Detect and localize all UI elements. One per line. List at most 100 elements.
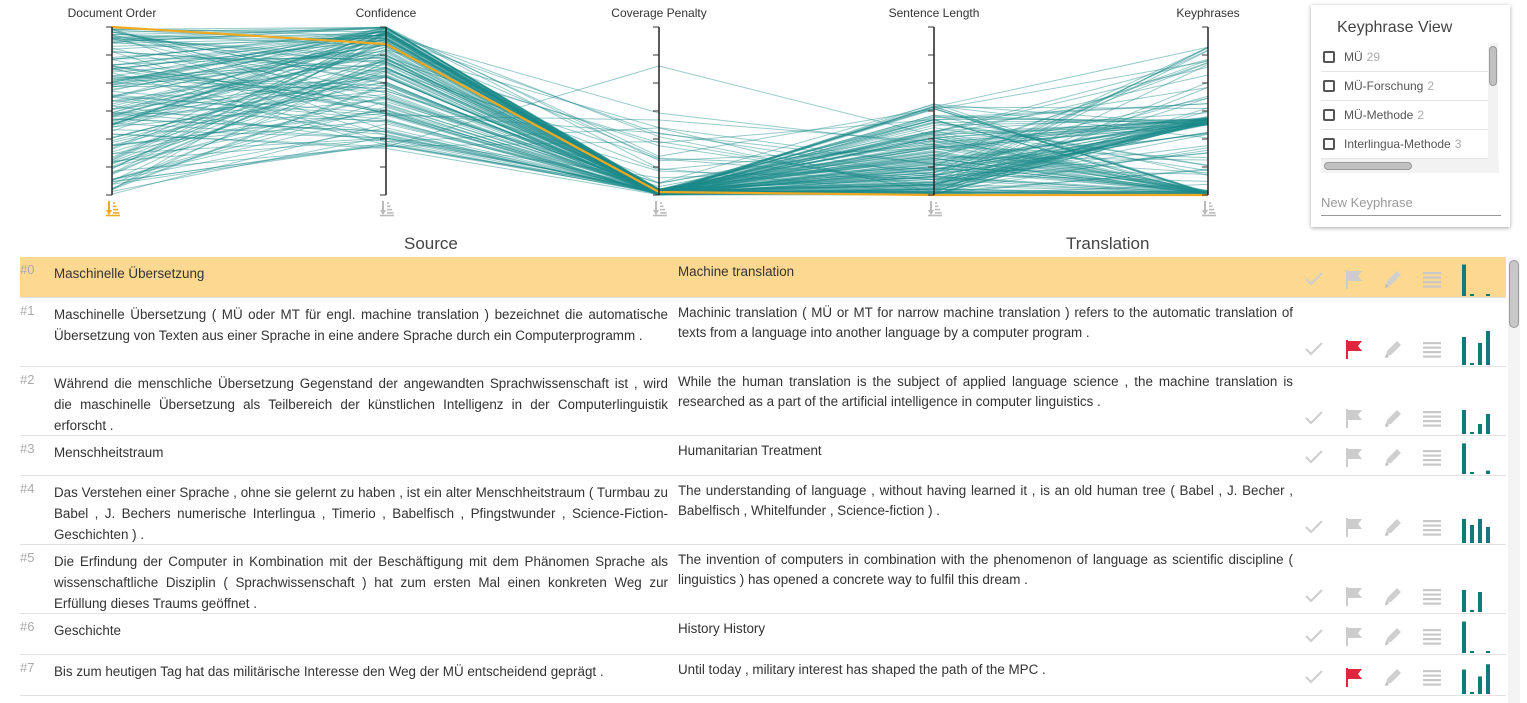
mini-bar	[1478, 519, 1482, 543]
axis-confidence[interactable]: Confidence	[356, 6, 417, 217]
axis-coverage[interactable]: Coverage Penalty	[611, 6, 707, 217]
mini-bar	[1462, 621, 1466, 653]
accept-check-icon[interactable]	[1303, 446, 1325, 468]
parallel-coordinates-chart[interactable]: Document Order Confidence Coverage Penalty…	[0, 0, 1300, 225]
keyphrase-checkbox[interactable]	[1323, 138, 1335, 150]
menu-lines-icon[interactable]	[1421, 666, 1443, 688]
table-row[interactable]: #0 Maschinelle Übersetzung Machine trans…	[20, 257, 1506, 298]
table-row[interactable]: #1 Maschinelle Übersetzung ( MÜ oder MT …	[20, 298, 1506, 367]
keyphrase-count: 2	[1427, 79, 1435, 93]
keyphrase-item[interactable]: MÜ 29	[1321, 43, 1489, 72]
accept-check-icon[interactable]	[1303, 516, 1325, 538]
table-row[interactable]: #7 Bis zum heutigen Tag hat das militäri…	[20, 655, 1506, 696]
new-keyphrase-input[interactable]	[1321, 189, 1501, 216]
mini-bar	[1462, 590, 1466, 612]
page-vertical-scrollbar[interactable]	[1508, 257, 1520, 703]
translation-sentence[interactable]: The invention of computers in combinatio…	[678, 552, 1293, 587]
sort-icon[interactable]	[928, 201, 942, 217]
flag-icon[interactable]	[1343, 625, 1365, 647]
accept-check-icon[interactable]	[1303, 407, 1325, 429]
axis-doc_order[interactable]: Document Order	[68, 6, 157, 217]
keyphrase-item[interactable]: Interlingua-Methode 3	[1321, 130, 1489, 159]
mini-bar	[1462, 337, 1466, 365]
source-sentence: Die Erfindung der Computer in Kombinatio…	[54, 554, 668, 611]
translation-sentence[interactable]: The understanding of language , without …	[678, 483, 1293, 518]
accept-check-icon[interactable]	[1303, 625, 1325, 647]
row-metrics-mini-chart	[1461, 618, 1491, 653]
mini-bar	[1462, 443, 1466, 474]
menu-lines-icon[interactable]	[1421, 585, 1443, 607]
table-row[interactable]: #5 Die Erfindung der Computer in Kombina…	[20, 545, 1506, 614]
flag-icon[interactable]	[1343, 516, 1365, 538]
mini-bar	[1478, 343, 1482, 365]
sort-icon[interactable]	[106, 201, 120, 217]
menu-lines-icon[interactable]	[1421, 516, 1443, 538]
scrollbar-thumb[interactable]	[1509, 260, 1519, 328]
source-sentence: Geschichte	[54, 623, 121, 638]
keyphrase-checkbox[interactable]	[1323, 51, 1335, 63]
edit-pencil-icon[interactable]	[1382, 625, 1404, 647]
edit-pencil-icon[interactable]	[1382, 516, 1404, 538]
keyphrase-list-vertical-scrollbar[interactable]	[1488, 43, 1498, 165]
keyphrase-checkbox[interactable]	[1323, 80, 1335, 92]
translation-sentence[interactable]: History History	[678, 621, 766, 636]
edit-pencil-icon[interactable]	[1382, 585, 1404, 607]
keyphrase-checkbox[interactable]	[1323, 109, 1335, 121]
keyphrase-item[interactable]: MÜ-Forschung 2	[1321, 72, 1489, 101]
edit-pencil-icon[interactable]	[1382, 338, 1404, 360]
keyphrase-view-title: Keyphrase View	[1337, 19, 1453, 36]
menu-lines-icon[interactable]	[1421, 446, 1443, 468]
scrollbar-thumb[interactable]	[1324, 162, 1412, 170]
edit-pencil-icon[interactable]	[1382, 407, 1404, 429]
flag-icon[interactable]	[1343, 338, 1365, 360]
translation-sentence[interactable]: Humanitarian Treatment	[678, 443, 822, 458]
sort-icon[interactable]	[380, 201, 394, 217]
flag-icon[interactable]	[1343, 268, 1365, 290]
source-sentence: Maschinelle Übersetzung	[54, 266, 205, 281]
source-column-heading: Source	[404, 234, 458, 253]
axis-keyphrases[interactable]: Keyphrases	[1176, 6, 1240, 217]
sort-icon[interactable]	[653, 201, 667, 217]
accept-check-icon[interactable]	[1303, 268, 1325, 290]
translation-sentence[interactable]: Machinic translation ( MÜ or MT for narr…	[678, 305, 1293, 340]
mini-bar	[1470, 432, 1474, 434]
keyphrase-list-horizontal-scrollbar[interactable]	[1321, 159, 1499, 173]
axis-label: Document Order	[68, 6, 157, 20]
edit-pencil-icon[interactable]	[1382, 268, 1404, 290]
flag-icon[interactable]	[1343, 407, 1365, 429]
translation-sentence[interactable]: While the human translation is the subje…	[678, 374, 1293, 409]
edit-pencil-icon[interactable]	[1382, 666, 1404, 688]
table-row[interactable]: #3 Menschheitstraum Humanitarian Treatme…	[20, 436, 1506, 476]
table-row[interactable]: #4 Das Verstehen einer Sprache , ohne si…	[20, 476, 1506, 545]
flag-icon[interactable]	[1343, 585, 1365, 607]
table-row[interactable]: #2 Während die menschliche Übersetzung G…	[20, 367, 1506, 436]
translation-sentence[interactable]: Machine translation	[678, 264, 795, 279]
menu-lines-icon[interactable]	[1421, 268, 1443, 290]
keyphrase-count: 3	[1454, 137, 1462, 151]
mini-bar	[1486, 331, 1490, 365]
mini-bar	[1486, 294, 1490, 296]
flag-icon[interactable]	[1343, 666, 1365, 688]
edit-pencil-icon[interactable]	[1382, 446, 1404, 468]
keyphrase-item[interactable]: MÜ-Methode 2	[1321, 101, 1489, 130]
flag-icon[interactable]	[1343, 446, 1365, 468]
menu-lines-icon[interactable]	[1421, 625, 1443, 647]
translation-sentence[interactable]: Until today , military interest has shap…	[678, 662, 1046, 677]
mini-bar	[1470, 651, 1474, 653]
menu-lines-icon[interactable]	[1421, 338, 1443, 360]
keyphrase-label: Interlingua-Methode	[1344, 137, 1451, 151]
mini-bar	[1478, 592, 1482, 612]
accept-check-icon[interactable]	[1303, 585, 1325, 607]
accept-check-icon[interactable]	[1303, 666, 1325, 688]
scrollbar-thumb[interactable]	[1489, 46, 1497, 86]
sentence-table: #0 Maschinelle Übersetzung Machine trans…	[20, 257, 1506, 696]
sort-icon[interactable]	[1202, 201, 1216, 217]
translation-column-heading: Translation	[1066, 234, 1150, 253]
axis-length[interactable]: Sentence Length	[889, 6, 980, 217]
menu-lines-icon[interactable]	[1421, 407, 1443, 429]
mini-bar	[1478, 424, 1482, 434]
mini-bar	[1470, 472, 1474, 474]
keyphrase-label: MÜ-Forschung	[1344, 79, 1424, 93]
accept-check-icon[interactable]	[1303, 338, 1325, 360]
table-row[interactable]: #6 Geschichte History History	[20, 614, 1506, 655]
